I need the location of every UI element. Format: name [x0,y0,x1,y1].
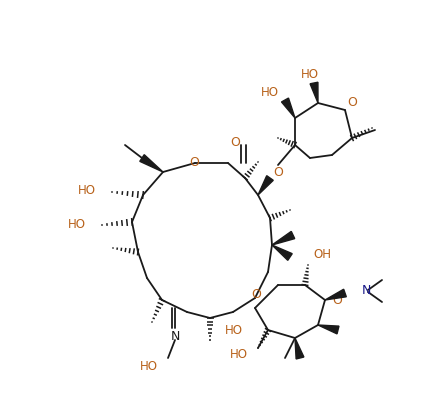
Polygon shape [310,82,318,103]
Polygon shape [282,98,295,118]
Text: HO: HO [230,349,248,361]
Polygon shape [272,245,292,260]
Polygon shape [258,176,273,195]
Text: HO: HO [68,217,86,230]
Text: N: N [362,283,371,296]
Text: HO: HO [301,68,319,81]
Text: OH: OH [313,249,331,261]
Polygon shape [318,325,339,334]
Text: O: O [332,293,342,307]
Text: O: O [230,137,240,149]
Text: HO: HO [225,324,243,337]
Text: O: O [189,156,199,168]
Text: N: N [170,330,180,342]
Text: O: O [273,166,283,178]
Polygon shape [272,232,295,245]
Polygon shape [295,338,304,359]
Text: O: O [347,97,357,110]
Text: HO: HO [261,85,279,98]
Text: HO: HO [78,185,96,198]
Polygon shape [325,289,346,300]
Polygon shape [140,155,163,172]
Text: HO: HO [140,359,158,373]
Text: O: O [251,288,261,302]
